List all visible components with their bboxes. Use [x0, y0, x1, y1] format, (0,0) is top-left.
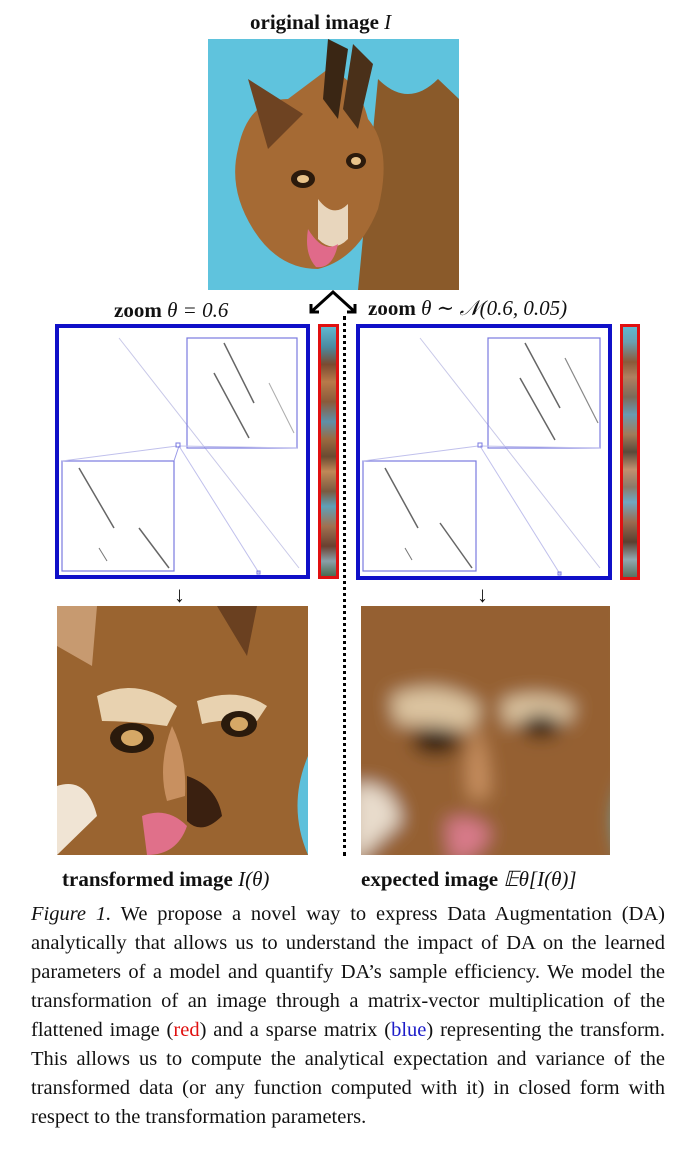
figure-number: Figure 1. — [31, 903, 112, 925]
original-image-label: original image I — [250, 10, 392, 34]
center-divider — [343, 316, 346, 856]
caption-blue-word: blue — [391, 1019, 427, 1041]
caption-red-word: red — [173, 1019, 200, 1041]
right-flattened-vector — [620, 324, 640, 580]
left-sparse-matrix — [55, 324, 310, 579]
left-flattened-vector — [318, 324, 339, 579]
expected-image — [361, 606, 610, 855]
double-arrow — [308, 286, 358, 316]
left-down-arrow: ↓ — [174, 582, 185, 607]
transformed-image — [57, 606, 308, 855]
right-sparse-matrix — [356, 324, 612, 580]
transformed-image-label: transformed image I(θ) — [62, 867, 270, 891]
caption-text-3: ) representing the transform. This allow… — [31, 1019, 666, 1128]
caracal-illustration — [208, 39, 459, 290]
expected-image-label: expected image 𝔼θ[I(θ)] — [361, 867, 577, 891]
original-image — [208, 39, 459, 290]
right-down-arrow: ↓ — [477, 582, 488, 607]
left-zoom-label: zoom θ = 0.6 — [114, 298, 229, 322]
caption-text-1: We propose a novel way to express Data A… — [31, 903, 665, 1041]
caption-text-2: ) and a sparse matrix ( — [199, 1019, 392, 1041]
figure-caption: Figure 1. We propose a novel way to expr… — [31, 900, 665, 1132]
right-zoom-label: zoom θ ∼ 𝒩(0.6, 0.05) — [368, 296, 568, 320]
